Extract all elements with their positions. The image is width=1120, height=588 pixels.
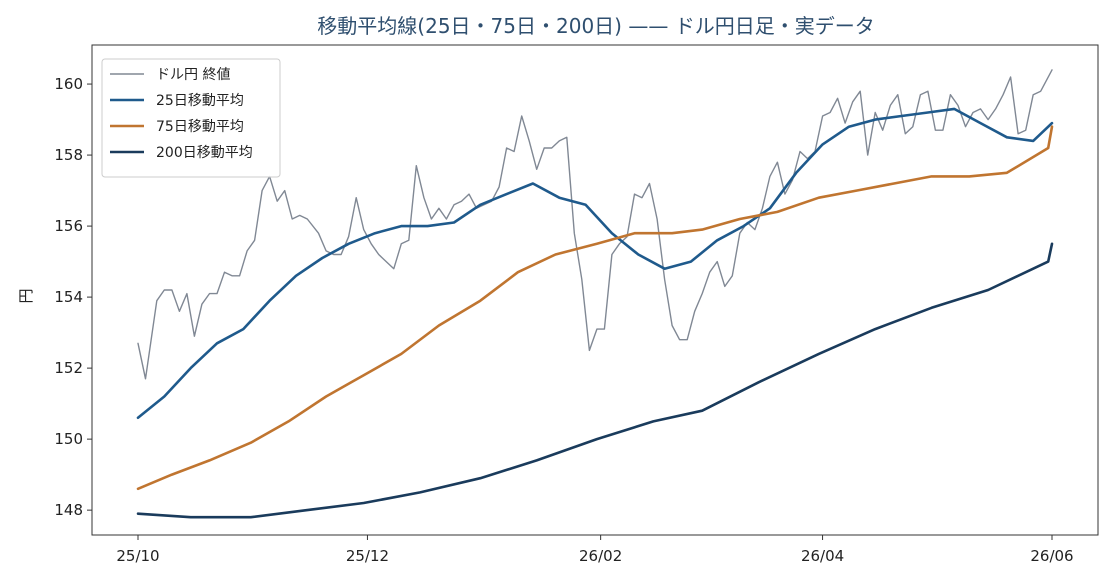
legend-entry: 75日移動平均 — [156, 119, 244, 135]
legend-entry: 200日移動平均 — [156, 145, 253, 161]
y-tick-label: 152 — [54, 359, 83, 377]
x-tick-label: 25/12 — [346, 547, 389, 565]
x-tick-label: 26/04 — [801, 547, 844, 565]
legend-box — [101, 58, 281, 178]
series-line-1 — [136, 107, 1054, 420]
y-tick-label: 148 — [54, 501, 83, 519]
y-tick-label: 156 — [54, 217, 83, 235]
legend: ドル円 終値 25日移動平均 75日移動平均 200日移動平均 — [101, 58, 281, 178]
y-tick-label: 154 — [54, 288, 83, 306]
y-tick-label: 160 — [54, 75, 83, 93]
legend-entry: 25日移動平均 — [156, 93, 244, 109]
y-tick-label: 150 — [54, 430, 83, 448]
plot-frame — [91, 44, 1099, 536]
x-tick-label: 26/02 — [579, 547, 622, 565]
plot-area: 148 150 152 154 156 158 160 25/10 25/12 26/02 26/0… — [54, 44, 1099, 565]
y-axis-label: 円 — [17, 288, 35, 303]
series-line-3 — [136, 242, 1054, 519]
legend-entry: ドル円 終値 — [156, 67, 230, 83]
chart-title: 移動平均線(25日・75日・200日) —— ドル円日足・実データ — [317, 14, 874, 38]
x-tick-label: 25/10 — [116, 547, 159, 565]
x-tick-label: 26/06 — [1030, 547, 1073, 565]
series-line-0 — [137, 69, 1053, 380]
series-line-2 — [136, 125, 1054, 491]
y-tick-label: 158 — [54, 146, 83, 164]
